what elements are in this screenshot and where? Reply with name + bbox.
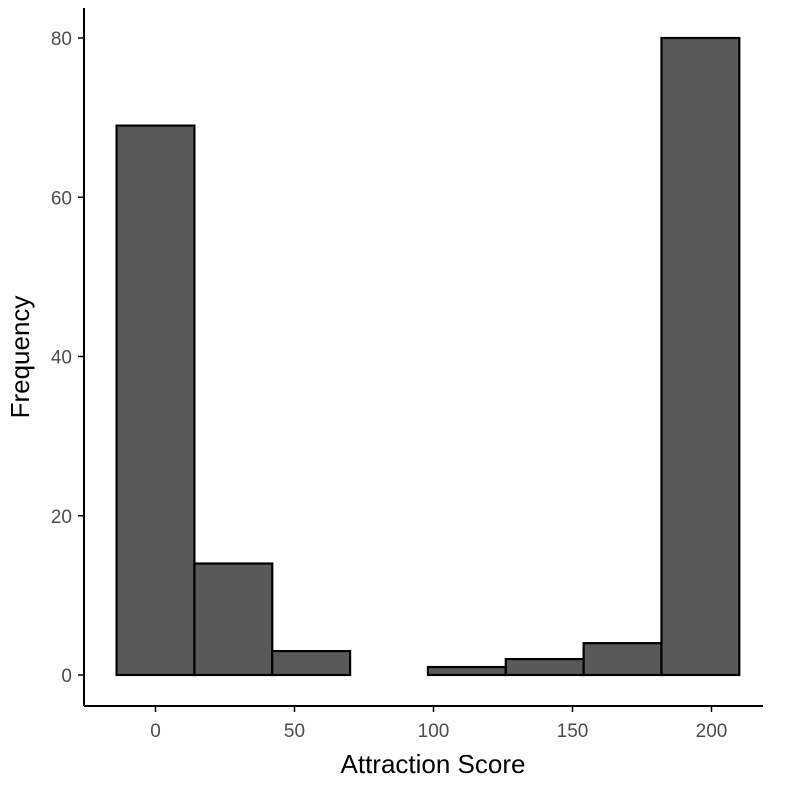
x-tick-label: 200 (696, 721, 728, 742)
labels-layer: Attraction Score Frequency (5, 296, 525, 779)
x-tick-label: 150 (557, 721, 589, 742)
histogram-bar-7 (660, 36, 741, 677)
y-tick-label: 80 (51, 29, 72, 50)
axes-layer: 0 20 40 60 80 0 50 100 150 200 (51, 8, 763, 742)
x-axis-title: Attraction Score (341, 749, 526, 779)
histogram-bar-6 (582, 642, 663, 677)
x-tick-label: 50 (284, 721, 305, 742)
histogram-bar-2 (271, 650, 352, 677)
y-tick-label: 40 (51, 348, 72, 369)
y-tick-label: 20 (51, 507, 72, 528)
histogram-bar-4 (426, 665, 507, 677)
y-axis-title: Frequency (5, 296, 35, 419)
histogram-bar-0 (115, 124, 196, 677)
x-tick-label: 100 (418, 721, 450, 742)
histogram-bar-1 (193, 562, 274, 677)
bars-layer (115, 36, 741, 677)
y-tick-label: 60 (51, 188, 72, 209)
y-tick-label: 0 (61, 666, 72, 687)
x-tick-label: 0 (150, 721, 161, 742)
histogram-bar-5 (504, 657, 585, 677)
